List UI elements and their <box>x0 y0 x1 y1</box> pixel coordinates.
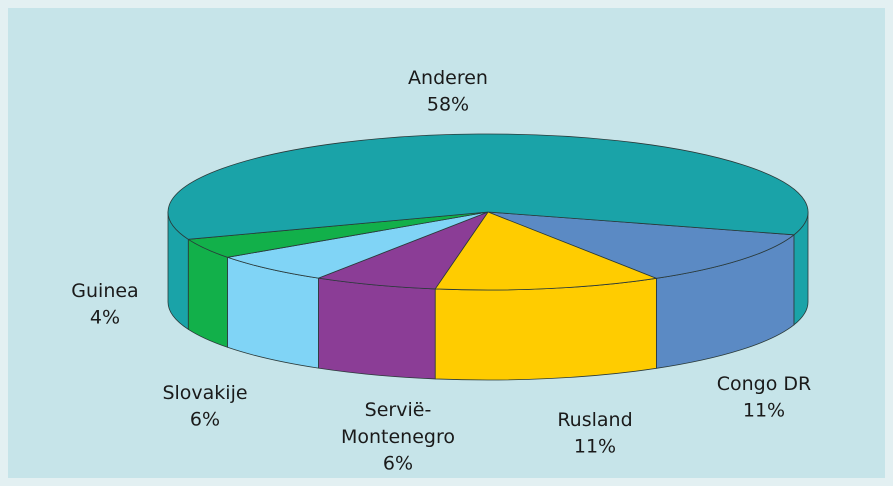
slice-value-label: 4% <box>90 307 120 329</box>
slice-label: Rusland <box>557 409 632 431</box>
slice-side <box>318 277 436 380</box>
slice <box>434 211 657 291</box>
slice-side <box>434 277 657 381</box>
slice-label: Slovakije <box>162 382 247 404</box>
slice-value-label: 6% <box>190 409 220 431</box>
slice <box>167 133 809 240</box>
slice-label: Congo DR <box>717 373 812 395</box>
slice-value-label: 11% <box>574 436 616 458</box>
slice-label: Guinea <box>71 280 138 302</box>
slice-value-label: 11% <box>743 400 785 422</box>
slice-value-label: 6% <box>383 453 413 475</box>
slice-value-label: 58% <box>427 94 469 116</box>
slice-label: Servië-Montenegro <box>341 399 455 448</box>
slice-label: Anderen <box>408 67 488 89</box>
slice <box>318 211 489 290</box>
slice <box>227 211 489 279</box>
slice <box>487 211 795 279</box>
